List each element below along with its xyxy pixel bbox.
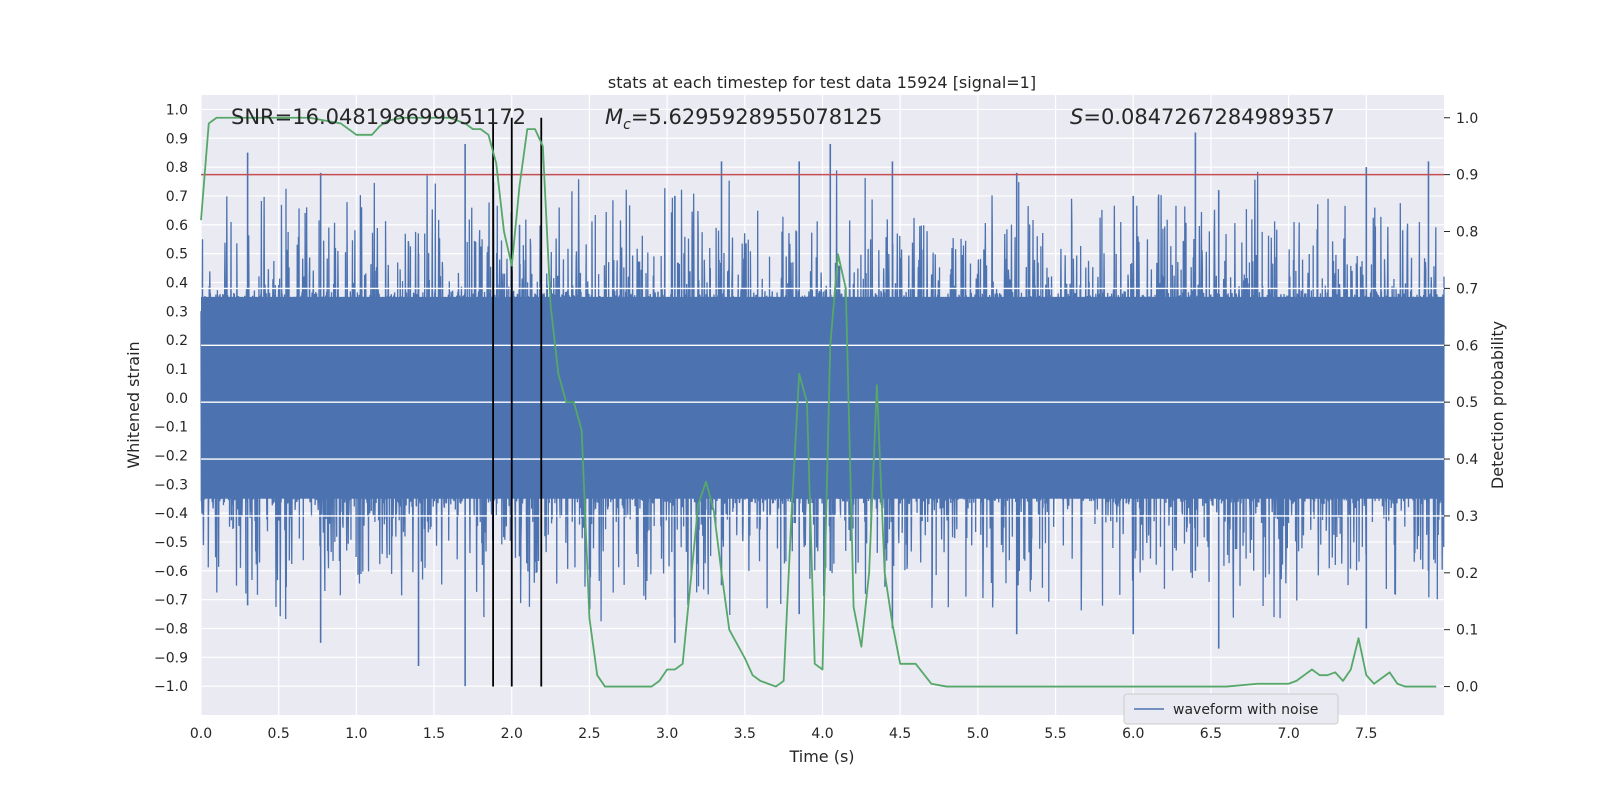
y-axis-right-label: Detection probability <box>1488 321 1507 489</box>
y-right-tick-label: 0.1 <box>1456 623 1478 639</box>
y-right-tick-label: 0.3 <box>1456 509 1478 525</box>
legend-box <box>1123 693 1339 725</box>
y-right-tick-label: 0.4 <box>1456 452 1478 468</box>
x-tick-label: 5.5 <box>1044 726 1066 742</box>
waveform-layer <box>200 132 1445 687</box>
s-symbol: S <box>1070 105 1083 129</box>
y-tick-label: −0.9 <box>154 650 188 666</box>
y-tick-label: 0.7 <box>166 189 188 205</box>
y-tick-label: 0.1 <box>166 362 188 378</box>
y-tick-label: 0.3 <box>166 304 188 320</box>
chirp-mass-value: =5.6295928955078125 <box>631 105 882 129</box>
y-right-tick-label: 0.5 <box>1456 395 1478 411</box>
y-right-tick-label: 0.9 <box>1456 168 1478 184</box>
x-tick-label: 2.5 <box>578 726 600 742</box>
chirp-mass-symbol: M <box>605 105 623 129</box>
legend: waveform with noise <box>1123 693 1339 725</box>
y-tick-label: −0.1 <box>154 420 188 436</box>
y-right-tick-label: 0.8 <box>1456 225 1478 241</box>
chart-title: stats at each timestep for test data 159… <box>608 73 1036 92</box>
s-value: =0.0847267284989357 <box>1083 105 1334 129</box>
y-tick-label: −0.6 <box>154 564 188 580</box>
x-tick-label: 4.0 <box>811 726 833 742</box>
x-tick-label: 1.0 <box>345 726 367 742</box>
y-right-tick-label: 0.0 <box>1456 680 1478 696</box>
y-tick-label: −0.8 <box>154 621 188 637</box>
y-tick-label: 0.0 <box>166 391 188 407</box>
x-tick-label: 6.0 <box>1122 726 1144 742</box>
y-tick-label: 0.6 <box>166 218 188 234</box>
y-tick-label: 0.2 <box>166 333 188 349</box>
chirp-mass-subscript: c <box>623 117 631 133</box>
x-tick-label: 2.0 <box>501 726 523 742</box>
y-axis-right-ticks: 1.0 0.9 0.8 0.7 0.6 0.5 0.4 0.3 0.2 0.1 0.0 <box>1444 111 1478 696</box>
y-tick-label: −1.0 <box>154 679 188 695</box>
y-tick-label: 0.9 <box>166 131 188 147</box>
y-tick-label: 0.5 <box>166 247 188 263</box>
y-tick-label: −0.2 <box>154 448 188 464</box>
y-tick-label: −0.7 <box>154 593 188 609</box>
x-tick-label: 3.0 <box>656 726 678 742</box>
y-tick-label: −0.5 <box>154 535 188 551</box>
y-axis-ticks: 1.0 0.9 0.8 0.7 0.6 0.5 0.4 0.3 0.2 0.1 0.0 −0.1 −0.… <box>154 102 188 695</box>
x-tick-label: 0.0 <box>190 726 212 742</box>
x-tick-label: 6.5 <box>1200 726 1222 742</box>
y-tick-label: 0.8 <box>166 160 188 176</box>
y-axis-label: Whitened strain <box>124 341 143 468</box>
y-tick-label: −0.4 <box>154 506 188 522</box>
overlay-layer <box>200 116 1444 688</box>
grid-overlay <box>201 287 1444 517</box>
x-tick-label: 3.5 <box>734 726 756 742</box>
y-right-tick-label: 1.0 <box>1456 111 1478 127</box>
snr-annotation: SNR=16.048198699951172 <box>231 105 526 129</box>
x-tick-label: 4.5 <box>889 726 911 742</box>
x-tick-label: 0.5 <box>268 726 290 742</box>
y-right-tick-label: 0.6 <box>1456 338 1478 354</box>
detection-probability-line <box>200 116 1437 688</box>
y-right-tick-label: 0.7 <box>1456 281 1478 297</box>
legend-label-waveform: waveform with noise <box>1173 702 1318 718</box>
x-axis-label: Time (s) <box>788 747 854 766</box>
y-right-tick-label: 0.2 <box>1456 566 1478 582</box>
x-tick-label: 5.0 <box>967 726 989 742</box>
y-tick-label: −0.3 <box>154 477 188 493</box>
y-tick-label: 0.4 <box>166 275 188 291</box>
x-tick-label: 7.5 <box>1355 726 1377 742</box>
x-tick-label: 1.5 <box>423 726 445 742</box>
s-annotation: S=0.0847267284989357 <box>1070 105 1335 129</box>
x-axis-ticks: 0.0 0.5 1.0 1.5 2.0 2.5 3.0 3.5 4.0 4.5 5.0 5.5 6.0 6… <box>190 726 1378 742</box>
waveform-core <box>201 296 1444 499</box>
annotations: SNR=16.048198699951172 Mc=5.629592895507… <box>231 105 1335 133</box>
y-tick-label: 1.0 <box>166 102 188 118</box>
x-tick-label: 7.0 <box>1277 726 1299 742</box>
chirp-mass-annotation: Mc=5.6295928955078125 <box>605 105 882 133</box>
